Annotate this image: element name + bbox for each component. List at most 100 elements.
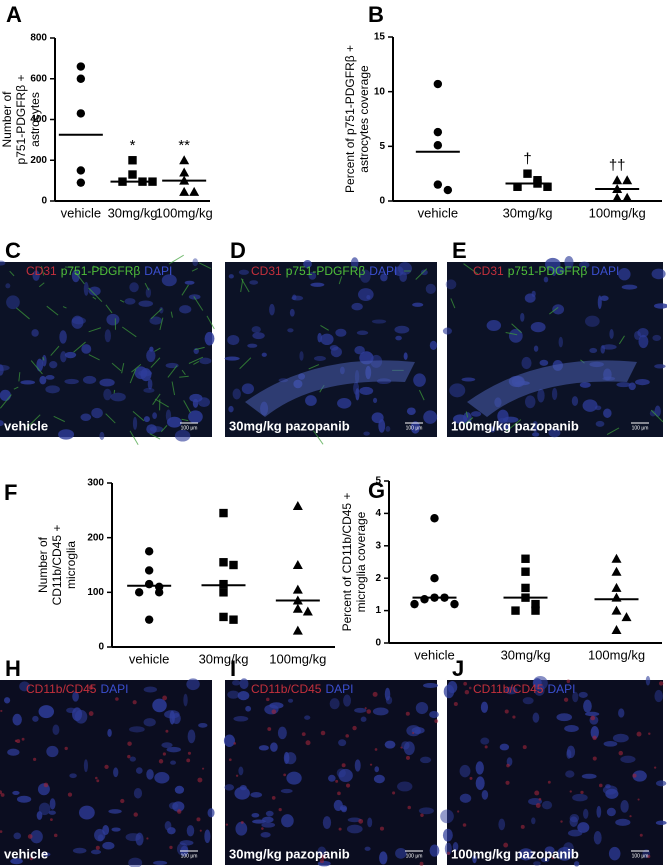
nucleus: [521, 356, 532, 370]
nucleus: [0, 389, 11, 401]
fiber: [9, 270, 15, 277]
nucleus: [72, 691, 79, 702]
nucleus: [358, 288, 374, 301]
nucleus: [108, 809, 122, 814]
nucleus: [403, 741, 415, 756]
speckle: [0, 790, 3, 795]
nucleus: [618, 268, 631, 281]
speckle: [468, 686, 472, 690]
data-point: [410, 599, 419, 609]
stain-name: DAPI: [144, 264, 172, 278]
x-tick-label: 30mg/kg: [503, 205, 553, 220]
speckle: [115, 697, 119, 701]
speckle: [278, 808, 282, 812]
speckle: [560, 820, 563, 823]
fiber: [450, 298, 456, 309]
nucleus: [356, 330, 369, 336]
nucleus: [184, 280, 195, 285]
nucleus: [420, 269, 428, 276]
nucleus: [179, 840, 194, 846]
nucleus: [239, 678, 249, 690]
nucleus: [520, 312, 525, 322]
speckle: [240, 820, 244, 824]
stain-name: DAPI: [591, 264, 619, 278]
nucleus: [64, 378, 79, 385]
data-point: [511, 606, 520, 615]
nucleus: [609, 328, 614, 339]
nucleus: [338, 768, 353, 783]
nucleus: [605, 784, 611, 789]
data-point: [179, 167, 190, 177]
speckle: [305, 740, 311, 746]
y-axis-label: Number ofCD11b/CD45 +microglia: [36, 525, 78, 606]
speckle: [33, 757, 37, 761]
nucleus: [153, 860, 168, 866]
nucleus: [42, 852, 51, 857]
stain-label: CD31 p751-PDGFRβ DAPI: [251, 264, 397, 278]
nucleus: [612, 733, 629, 743]
nucleus: [615, 818, 631, 826]
nucleus: [227, 690, 240, 699]
nucleus: [174, 785, 185, 794]
nucleus: [530, 321, 546, 333]
speckle: [266, 697, 270, 702]
nucleus: [192, 258, 199, 267]
nucleus: [251, 326, 261, 333]
data-point: [219, 508, 228, 518]
fiber: [40, 265, 45, 276]
nucleus: [224, 356, 240, 361]
fiber: [168, 254, 184, 265]
speckle: [158, 759, 164, 764]
nucleus: [143, 686, 158, 693]
speckle: [29, 857, 33, 861]
nucleus: [146, 424, 157, 435]
nucleus: [335, 328, 347, 337]
nucleus: [556, 846, 573, 861]
y-tick-label: 0: [98, 642, 104, 653]
nucleus: [152, 698, 167, 713]
nucleus: [552, 304, 565, 315]
stain-label: CD11b/CD45 DAPI: [251, 682, 354, 696]
y-tick-label: 1: [375, 605, 381, 616]
nucleus: [566, 745, 576, 759]
nucleus: [136, 767, 143, 774]
nucleus: [406, 407, 416, 416]
speckle: [648, 732, 651, 735]
speckle: [177, 809, 182, 814]
nucleus: [143, 387, 155, 393]
data-point: [433, 79, 443, 89]
data-point: [134, 588, 144, 597]
fiber: [42, 356, 45, 361]
speckle: [369, 763, 373, 766]
data-point: [292, 560, 303, 569]
micrograph: [0, 262, 212, 437]
panel-letter: A: [6, 2, 22, 27]
nucleus: [303, 260, 312, 269]
nucleus: [429, 340, 438, 351]
nucleus: [508, 328, 523, 343]
speckle: [16, 739, 21, 744]
nucleus: [30, 830, 43, 844]
data-point: [521, 554, 530, 563]
nucleus: [299, 351, 304, 361]
data-point: [144, 579, 154, 589]
speckle: [95, 776, 98, 780]
nucleus: [360, 716, 367, 722]
speckle: [372, 691, 378, 697]
nucleus: [518, 848, 534, 861]
nucleus: [540, 857, 550, 863]
y-axis-label-line: microglia coverage: [354, 511, 368, 612]
nucleus: [183, 693, 188, 707]
stain-name: CD31: [26, 264, 57, 278]
y-tick-label: 2: [375, 573, 381, 584]
speckle: [202, 767, 205, 770]
nucleus: [337, 397, 352, 409]
nucleus: [395, 335, 402, 341]
nucleus: [353, 381, 360, 395]
nucleus: [48, 810, 56, 815]
nucleus: [138, 300, 154, 307]
nucleus: [347, 817, 362, 823]
nucleus: [564, 725, 579, 733]
speckle: [469, 776, 473, 780]
data-point: [513, 182, 522, 191]
